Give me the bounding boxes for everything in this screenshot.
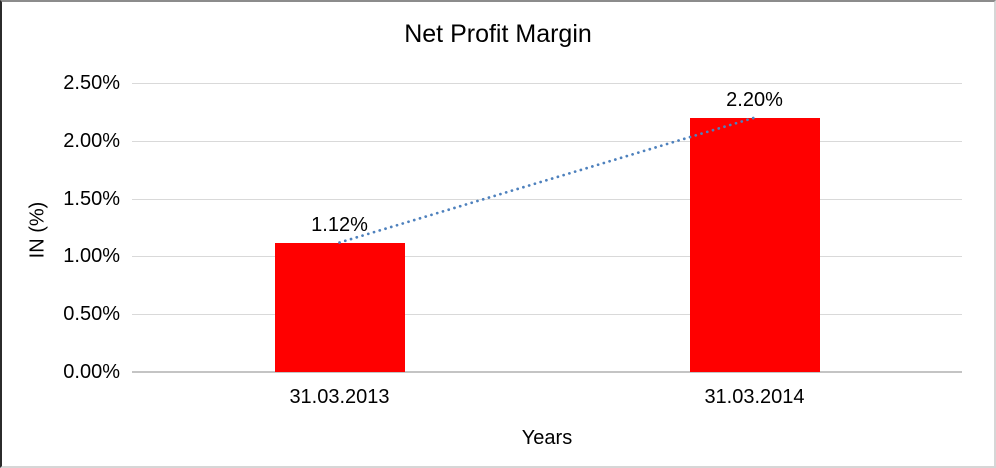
y-axis-tick-label: 1.00% — [63, 245, 120, 268]
bar-31.03.2013 — [274, 242, 405, 372]
gridline — [132, 256, 962, 258]
data-label: 1.12% — [311, 213, 368, 236]
x-axis-tick-label: 31.03.2014 — [704, 386, 805, 408]
gridline — [132, 140, 962, 142]
y-axis-tick-label: 2.00% — [63, 129, 120, 152]
data-label: 2.20% — [726, 88, 783, 111]
y-axis-tick-label: 1.50% — [63, 187, 120, 210]
gridline — [132, 314, 962, 316]
y-axis-tick-label: 2.50% — [63, 72, 120, 94]
x-axis-tick-label: 31.03.2013 — [289, 386, 390, 408]
gridline — [132, 83, 962, 84]
gridline — [132, 371, 962, 373]
y-axis-tick-label: 0.00% — [63, 361, 120, 383]
y-axis-tick-label: 0.50% — [63, 303, 120, 326]
bar-31.03.2014 — [689, 117, 820, 372]
chart-title: Net Profit Margin — [404, 20, 592, 48]
x-axis-title: Years — [521, 427, 573, 449]
gridline — [132, 198, 962, 200]
